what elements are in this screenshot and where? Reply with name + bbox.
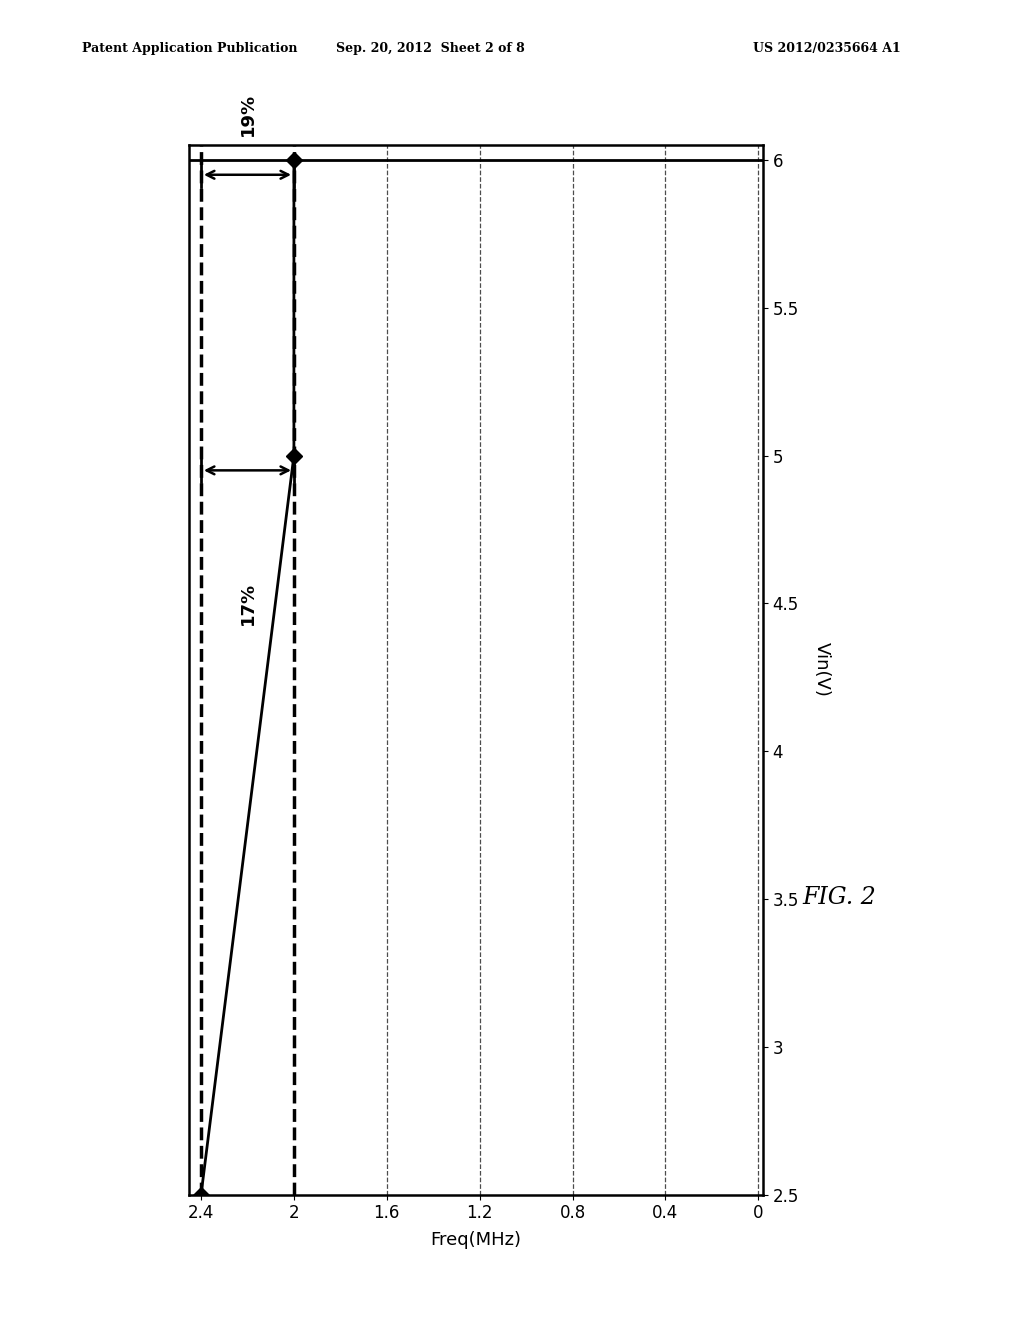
Text: Sep. 20, 2012  Sheet 2 of 8: Sep. 20, 2012 Sheet 2 of 8 xyxy=(336,42,524,55)
Text: FIG. 2: FIG. 2 xyxy=(803,886,877,909)
Text: 19%: 19% xyxy=(239,94,256,136)
Text: Patent Application Publication: Patent Application Publication xyxy=(82,42,297,55)
Text: US 2012/0235664 A1: US 2012/0235664 A1 xyxy=(754,42,901,55)
X-axis label: Freq(MHz): Freq(MHz) xyxy=(431,1230,521,1249)
Text: 17%: 17% xyxy=(239,582,256,624)
Y-axis label: Vin(V): Vin(V) xyxy=(813,643,830,697)
